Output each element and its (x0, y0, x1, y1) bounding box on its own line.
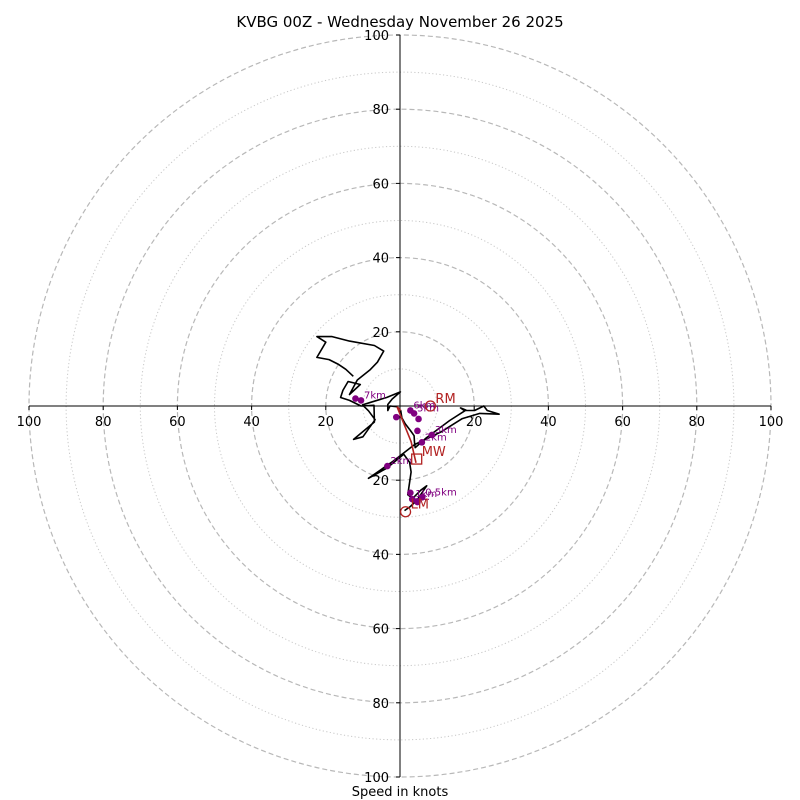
y-tick-label-bottom-100: 100 (364, 771, 389, 786)
height-marker-labeled-0 (357, 397, 365, 404)
height-marker-labeled-5 (408, 495, 416, 503)
height-marker-labeled-2 (410, 410, 418, 417)
height-label-2: 5km (417, 403, 439, 414)
x-tick-label-right-100: 100 (759, 415, 784, 430)
storm-marker-MW (411, 453, 423, 465)
height-label-0: 7km (364, 390, 386, 401)
height-label-4: 2km (425, 432, 447, 443)
hodograph-trace (316, 335, 500, 512)
height-marker-labeled-4 (418, 439, 426, 446)
x-tick-label-right-80: 80 (689, 415, 706, 430)
storm-label-MW: MW (422, 445, 446, 460)
height-marker-3 (414, 427, 421, 435)
x-tick-label-left-20: 20 (318, 415, 335, 430)
x-tick-label-right-20: 20 (466, 415, 483, 430)
height-label-3: 3km (435, 425, 457, 436)
storm-marker-LM (399, 506, 412, 518)
y-tick-label-top-80: 80 (372, 103, 389, 118)
height-label-7: 0.5km (425, 487, 456, 498)
height-marker-0 (352, 395, 359, 402)
height-label-5: 1km (415, 489, 437, 500)
chart-title: KVBG 00Z - Wednesday November 26 2025 (236, 13, 563, 31)
height-label-8: ... (420, 492, 430, 503)
tick-labels: 100 100 100 100 80 80 80 80 60 60 60 60 40 40 40 40 20 20… (17, 29, 784, 786)
storm-marker-RM (424, 400, 437, 412)
y-tick-label-bottom-80: 80 (372, 697, 389, 712)
x-tick-label-left-80: 80 (95, 415, 112, 430)
height-marker-2 (415, 415, 422, 423)
y-tick-label-top-20: 20 (372, 326, 389, 341)
x-tick-label-right-40: 40 (540, 415, 557, 430)
y-tick-label-top-40: 40 (372, 252, 389, 267)
x-tick-label-left-100: 100 (17, 415, 42, 430)
height-marker-labeled-3 (428, 431, 436, 439)
x-axis-label: Speed in knots (352, 785, 449, 800)
y-tick-label-bottom-40: 40 (372, 548, 389, 563)
height-marker-labeled-8 (414, 498, 421, 506)
height-label-6: 2km (390, 456, 412, 467)
storm-motion-line (396, 406, 417, 463)
x-tick-label-left-40: 40 (243, 415, 260, 430)
height-marker-labeled-6 (384, 462, 391, 470)
axes (29, 35, 771, 777)
y-tick-label-top-60: 60 (372, 177, 389, 192)
height-marker-labeled-7 (418, 493, 426, 501)
y-tick-label-top-100: 100 (364, 29, 389, 44)
height-marker-1 (392, 413, 400, 421)
storm-label-RM: RM (435, 392, 455, 407)
x-tick-label-right-60: 60 (614, 415, 631, 430)
y-tick-label-bottom-20: 20 (372, 474, 389, 489)
height-marker-4 (407, 489, 414, 497)
storm-label-LM: LM (411, 498, 429, 513)
y-tick-label-bottom-60: 60 (372, 623, 389, 638)
x-tick-label-left-60: 60 (169, 415, 186, 430)
height-label-1: 6km (413, 400, 435, 411)
